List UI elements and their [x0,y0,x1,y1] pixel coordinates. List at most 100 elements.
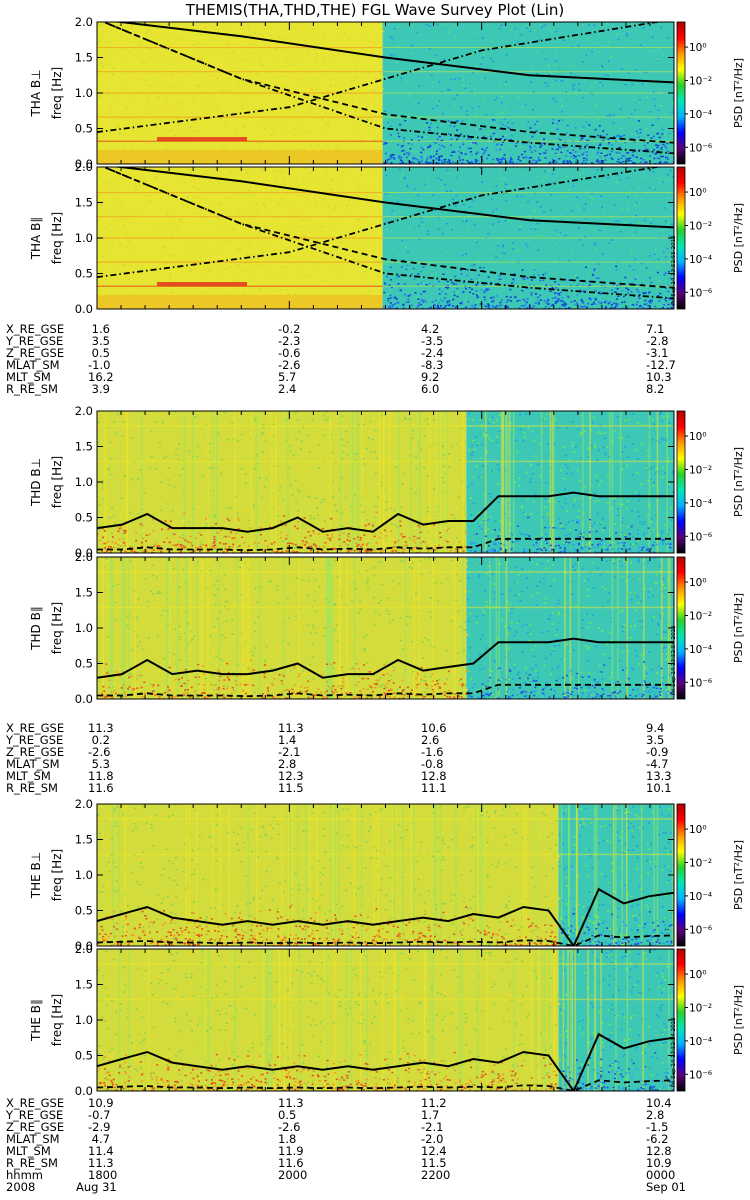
y-tick-label: 2.0 [75,160,93,174]
ephemeris-value: 5.7 [278,370,297,384]
colorbar: 10⁰ 10⁻² 10⁻⁴ 10⁻⁶ PSD [nT²/Hz] [676,21,745,165]
spectrogram-panel-thd_bperp: 0.0 0.5 1.0 1.5 2.0 THD B⊥ freq [Hz] 10⁰ 10⁻² 10⁻… [29,404,745,560]
colorbar-tick-label: 10⁻⁶ [689,531,712,543]
y-tick-label: 0.0 [75,546,93,560]
overlay-solid-line [97,1032,674,1091]
y-tick-label: 0.5 [75,904,93,918]
ephemeris-value: 4.7 [88,1132,110,1146]
overlay-dashed-line [101,22,674,144]
ephemeris-value: -2.6 [278,1120,301,1134]
ephemeris-value: 10.4 [646,1096,672,1110]
ephemeris-value: 2000 [278,1168,308,1182]
colorbar-label: PSD [nT²/Hz] [732,203,745,273]
panel-yunit: freq [Hz] [50,212,64,264]
y-tick-label: 0.0 [75,1084,93,1098]
colorbar-label: PSD [nT²/Hz] [732,447,745,517]
timestamp-stamp: Fri Sep 14 13:52:55 2012 [671,235,677,305]
colorbar-tick-label: 10⁻⁶ [689,924,712,936]
y-tick-label: 0.0 [75,302,93,316]
y-tick-label: 0.0 [75,157,93,171]
y-tick-label: 2.0 [75,550,93,564]
figure-title: THEMIS(THA,THD,THE) FGL Wave Survey Plot… [185,1,565,19]
panel-yunit: freq [Hz] [50,602,64,654]
y-tick-label: 0.0 [75,939,93,953]
ephemeris-label: MLAT_SM [6,358,60,372]
ephemeris-value: Sep 01 [646,1180,686,1194]
ephemeris-value: -2.3 [278,334,301,348]
panel-ylabel: THD B⊥ [29,458,43,507]
ephemeris-value: -3.5 [421,334,444,348]
ephemeris-value: 11.5 [421,1156,447,1170]
ephemeris-value: 11.9 [278,1144,304,1158]
ephemeris-value: -0.7 [88,1108,111,1122]
overlay-dashed-line [101,167,674,289]
ephemeris-value: -2.1 [278,745,301,759]
colorbar-tick-label: 10⁻⁶ [689,287,712,299]
ephemeris-label: R_RE_SM [6,1156,58,1170]
ephemeris-value: -0.6 [278,346,301,360]
ephemeris-value: -2.4 [421,346,444,360]
colorbar-tick-label: 10⁻² [689,610,712,622]
panel-ylabel: THD B∥ [29,606,43,651]
colorbar-tick-label: 10⁻² [689,75,712,87]
ephemeris-value: 5.3 [88,757,110,771]
y-tick-label: 2.0 [75,15,93,29]
ephemeris-value: 11.1 [421,781,447,795]
ephemeris-value: 3.5 [646,733,665,747]
ephemeris-value: 16.2 [88,370,114,384]
ephemeris-value: 10.1 [646,781,672,795]
colorbar-tick-label: 10⁰ [689,42,707,54]
overlay-solid-line [97,637,674,679]
y-tick-label: 2.0 [75,797,93,811]
ephemeris-value: 1800 [88,1168,118,1182]
ephemeris-label: R_RE_SM [6,382,58,396]
overlay-dashed-line [97,683,674,698]
colorbar-label: PSD [nT²/Hz] [732,840,745,910]
overlay-solid-line [97,887,674,946]
y-tick-label: 1.0 [75,86,93,100]
ephemeris-value: 13.3 [646,769,672,783]
y-tick-label: 1.0 [75,1013,93,1027]
colorbar-tick-label: 10⁻⁴ [689,891,712,903]
colorbar-label: PSD [nT²/Hz] [732,58,745,128]
ephemeris-label: Z_RE_GSE [6,1120,65,1134]
colorbar-tick-label: 10⁻⁴ [689,644,712,656]
ephemeris-value: 1.8 [278,1132,297,1146]
colorbar-label: PSD [nT²/Hz] [732,985,745,1055]
overlay-solid-line [112,22,674,84]
ephemeris-label: hhmm [6,1168,43,1182]
colorbar-tick-label: 10⁻² [689,857,712,869]
y-tick-label: 1.5 [75,196,93,210]
colorbar-tick-label: 10⁻² [689,220,712,232]
ephemeris-value: -2.6 [278,358,301,372]
ephemeris-value: 2200 [421,1168,451,1182]
timestamp-stamp: Fri Sep 14 13:52:54 2012 [671,625,677,695]
ephemeris-value: -2.8 [646,334,669,348]
ephemeris-value: 2.6 [421,733,440,747]
ephemeris-label: MLT_SM [6,1144,51,1158]
panel-yunit: freq [Hz] [50,849,64,901]
colorbar: 10⁰ 10⁻² 10⁻⁴ 10⁻⁶ PSD [nT²/Hz] [676,556,745,700]
ephemeris-value: 9.4 [646,721,665,735]
ephemeris-value: -2.0 [421,1132,444,1146]
ephemeris-label: 2008 [6,1180,36,1194]
ephemeris-value: 6.0 [421,382,440,396]
ephemeris-value: 11.4 [88,1144,114,1158]
ephemeris-value: 3.5 [88,334,110,348]
y-tick-label: 1.0 [75,475,93,489]
colorbar-tick-label: 10⁻⁴ [689,254,712,266]
ephemeris-value: 7.1 [646,322,665,336]
ephemeris-value: -0.2 [278,322,301,336]
ephemeris-value: 12.3 [278,769,304,783]
ephemeris-value: 2.4 [278,382,297,396]
panel-ylabel: THA B∥ [29,217,43,261]
panel-ylabel: THE B⊥ [29,852,43,899]
ephemeris-value: -1.6 [421,745,444,759]
ephemeris-label: Y_RE_GSE [6,733,64,747]
ephemeris-value: 0.5 [278,1108,297,1122]
colorbar: 10⁰ 10⁻² 10⁻⁴ 10⁻⁶ PSD [nT²/Hz] [676,803,745,947]
ephemeris-value: 11.3 [88,721,114,735]
overlay-dashdot-line [97,167,663,278]
ephemeris-value: -2.9 [88,1120,111,1134]
